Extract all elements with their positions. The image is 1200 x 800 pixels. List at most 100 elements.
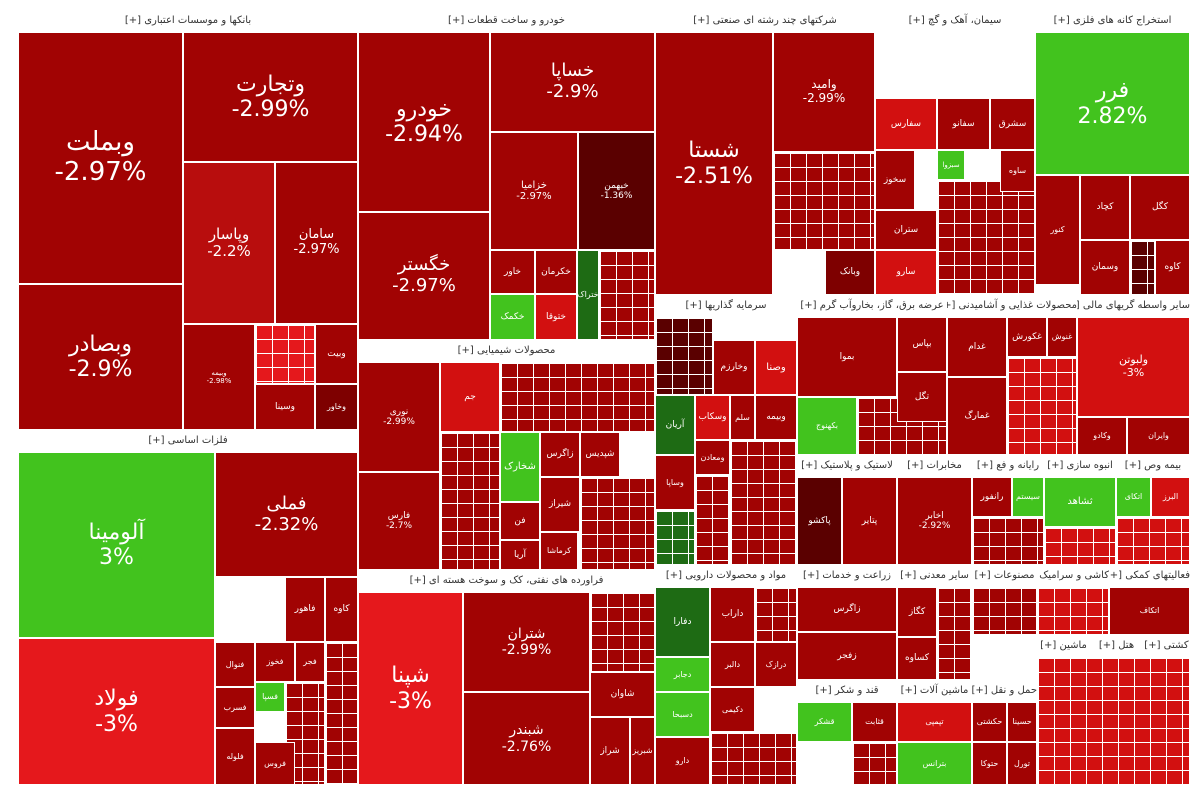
stock-tile[interactable]: وبیت: [315, 324, 358, 384]
stock-tile[interactable]: ولبوتن -3%: [1077, 317, 1190, 417]
sector-title[interactable]: استخراج کانه های فلزی [+]: [1053, 15, 1172, 26]
stock-tile[interactable]: شپدیس: [580, 432, 620, 477]
micro-tile-grid[interactable]: [730, 440, 797, 565]
stock-tile[interactable]: وصنا: [755, 340, 797, 395]
sector-title[interactable]: فلزات اساسی [+]: [148, 435, 228, 446]
micro-tile-grid[interactable]: [255, 324, 315, 384]
stock-tile[interactable]: غکورش: [1007, 317, 1047, 357]
stock-tile[interactable]: شبریز: [630, 717, 655, 785]
sector-title[interactable]: سایر معدنی [+]: [900, 570, 969, 581]
micro-tile-grid[interactable]: [440, 432, 500, 570]
stock-tile[interactable]: فخوز: [255, 642, 295, 682]
stock-tile[interactable]: سفارس: [875, 98, 937, 150]
stock-tile[interactable]: سارو: [875, 250, 937, 295]
stock-tile[interactable]: زفجر: [797, 632, 897, 680]
stock-tile[interactable]: بموا: [797, 317, 897, 397]
stock-tile[interactable]: رانفور: [972, 477, 1012, 517]
stock-tile[interactable]: اخابر -2.92%: [897, 477, 972, 565]
stock-tile[interactable]: کگاز: [897, 587, 937, 637]
stock-tile[interactable]: تورل: [1007, 742, 1037, 785]
micro-tile-grid[interactable]: [655, 510, 695, 565]
stock-tile[interactable]: دفارا: [655, 587, 710, 657]
stock-tile[interactable]: تپمپی: [897, 702, 972, 742]
micro-tile-grid[interactable]: [655, 317, 713, 395]
stock-tile[interactable]: خساپا -2.9%: [490, 32, 655, 132]
stock-tile[interactable]: غنوش: [1047, 317, 1077, 357]
stock-tile[interactable]: خزامیا -2.97%: [490, 132, 578, 250]
stock-tile[interactable]: وامید -2.99%: [773, 32, 875, 152]
sector-title[interactable]: سرمایه گذاریها [+]: [685, 300, 767, 311]
stock-tile[interactable]: وپاسار -2.2%: [183, 162, 275, 324]
stock-tile[interactable]: حسینا: [1007, 702, 1037, 742]
sector-title[interactable]: سیمان، آهک و گچ [+]: [908, 15, 1002, 26]
micro-tile-grid[interactable]: [972, 517, 1044, 565]
sector-title[interactable]: زراعت و خدمات [+]: [802, 570, 892, 581]
stock-tile[interactable]: فرر 2.82%: [1035, 32, 1190, 175]
stock-tile[interactable]: فارس -2.7%: [358, 472, 440, 570]
stock-tile[interactable]: ساوه: [1000, 150, 1035, 192]
sector-title[interactable]: ماشین [+]: [1040, 640, 1087, 651]
sector-title[interactable]: حمل و نقل [+]: [972, 685, 1037, 696]
stock-tile[interactable]: خگستر -2.97%: [358, 212, 490, 340]
micro-tile-grid[interactable]: [590, 592, 655, 672]
sector-title[interactable]: عرضه برق، گاز، بخاروآب گرم [+]: [800, 300, 944, 311]
stock-tile[interactable]: دجابر: [655, 657, 710, 692]
stock-tile[interactable]: وکادو: [1077, 417, 1127, 455]
sector-title[interactable]: قند و شکر [+]: [815, 685, 879, 696]
stock-tile[interactable]: آریان: [655, 395, 695, 455]
sector-title[interactable]: لاستیک و پلاستیک [+]: [801, 460, 893, 471]
stock-tile[interactable]: ختراک: [577, 250, 599, 340]
stock-tile[interactable]: شستا -2.51%: [655, 32, 773, 295]
stock-tile[interactable]: دکیمی: [710, 687, 755, 732]
stock-tile[interactable]: پتایر: [842, 477, 897, 565]
stock-tile[interactable]: آریا: [500, 540, 540, 570]
stock-tile[interactable]: وتجارت -2.99%: [183, 32, 358, 162]
sector-title[interactable]: محصولات شیمیایی [+]: [457, 345, 556, 356]
stock-tile[interactable]: دسبحا: [655, 692, 710, 737]
stock-tile[interactable]: فجر: [295, 642, 325, 682]
sector-title[interactable]: انبوه سازی [+]: [1047, 460, 1113, 471]
stock-tile[interactable]: وبملت -2.97%: [18, 32, 183, 284]
micro-tile-grid[interactable]: [285, 682, 325, 785]
micro-tile-grid[interactable]: [937, 180, 1035, 295]
stock-tile[interactable]: کچاد: [1080, 175, 1130, 240]
micro-tile-grid[interactable]: [852, 742, 897, 785]
sector-title[interactable]: بانکها و موسسات اعتباری [+]: [124, 15, 252, 26]
sector-title[interactable]: مخابرات [+]: [907, 460, 962, 471]
stock-tile[interactable]: خودرو -2.94%: [358, 32, 490, 212]
stock-tile[interactable]: پاکشو: [797, 477, 842, 565]
sector-title[interactable]: کشتی [+]: [1144, 640, 1189, 651]
sector-title[interactable]: ماشین آلات [+]: [900, 685, 969, 696]
stock-tile[interactable]: قشکر: [797, 702, 852, 742]
stock-tile[interactable]: زاگرس: [797, 587, 897, 632]
micro-tile-grid[interactable]: [1116, 517, 1190, 565]
stock-tile[interactable]: درازک: [755, 642, 797, 687]
stock-tile[interactable]: فملی -2.32%: [215, 452, 358, 577]
stock-tile[interactable]: فسرب: [215, 687, 255, 728]
micro-tile-grid[interactable]: [1037, 587, 1109, 635]
stock-tile[interactable]: فولاد -3%: [18, 638, 215, 785]
sector-title[interactable]: هتل [+]: [1098, 640, 1135, 651]
stock-tile[interactable]: تگل: [897, 372, 947, 422]
stock-tile[interactable]: دارو: [655, 737, 710, 785]
micro-tile-grid[interactable]: [1007, 357, 1077, 455]
micro-tile-grid[interactable]: [599, 250, 655, 340]
sector-title[interactable]: فعالیتهای کمکی [+]: [1109, 570, 1190, 581]
micro-tile-grid[interactable]: [1130, 240, 1155, 295]
micro-tile-grid[interactable]: [755, 587, 797, 642]
stock-tile[interactable]: فروس: [255, 742, 295, 785]
stock-tile[interactable]: شیراز: [540, 477, 580, 532]
stock-tile[interactable]: آلومینا 3%: [18, 452, 215, 638]
stock-tile[interactable]: حکشتی: [972, 702, 1007, 742]
stock-tile[interactable]: ثشاهد: [1044, 477, 1116, 527]
stock-tile[interactable]: زاگرس: [540, 432, 580, 477]
sector-title[interactable]: رایانه و فع [+]: [976, 460, 1040, 471]
stock-tile[interactable]: شخارک: [500, 432, 540, 502]
stock-tile[interactable]: شتران -2.99%: [463, 592, 590, 692]
stock-tile[interactable]: شاوان: [590, 672, 655, 717]
stock-tile[interactable]: شبندر -2.76%: [463, 692, 590, 785]
micro-tile-grid[interactable]: [710, 732, 797, 785]
stock-tile[interactable]: خکمک: [490, 294, 535, 340]
micro-tile-grid[interactable]: [580, 477, 655, 570]
stock-tile[interactable]: بپاس: [897, 317, 947, 372]
